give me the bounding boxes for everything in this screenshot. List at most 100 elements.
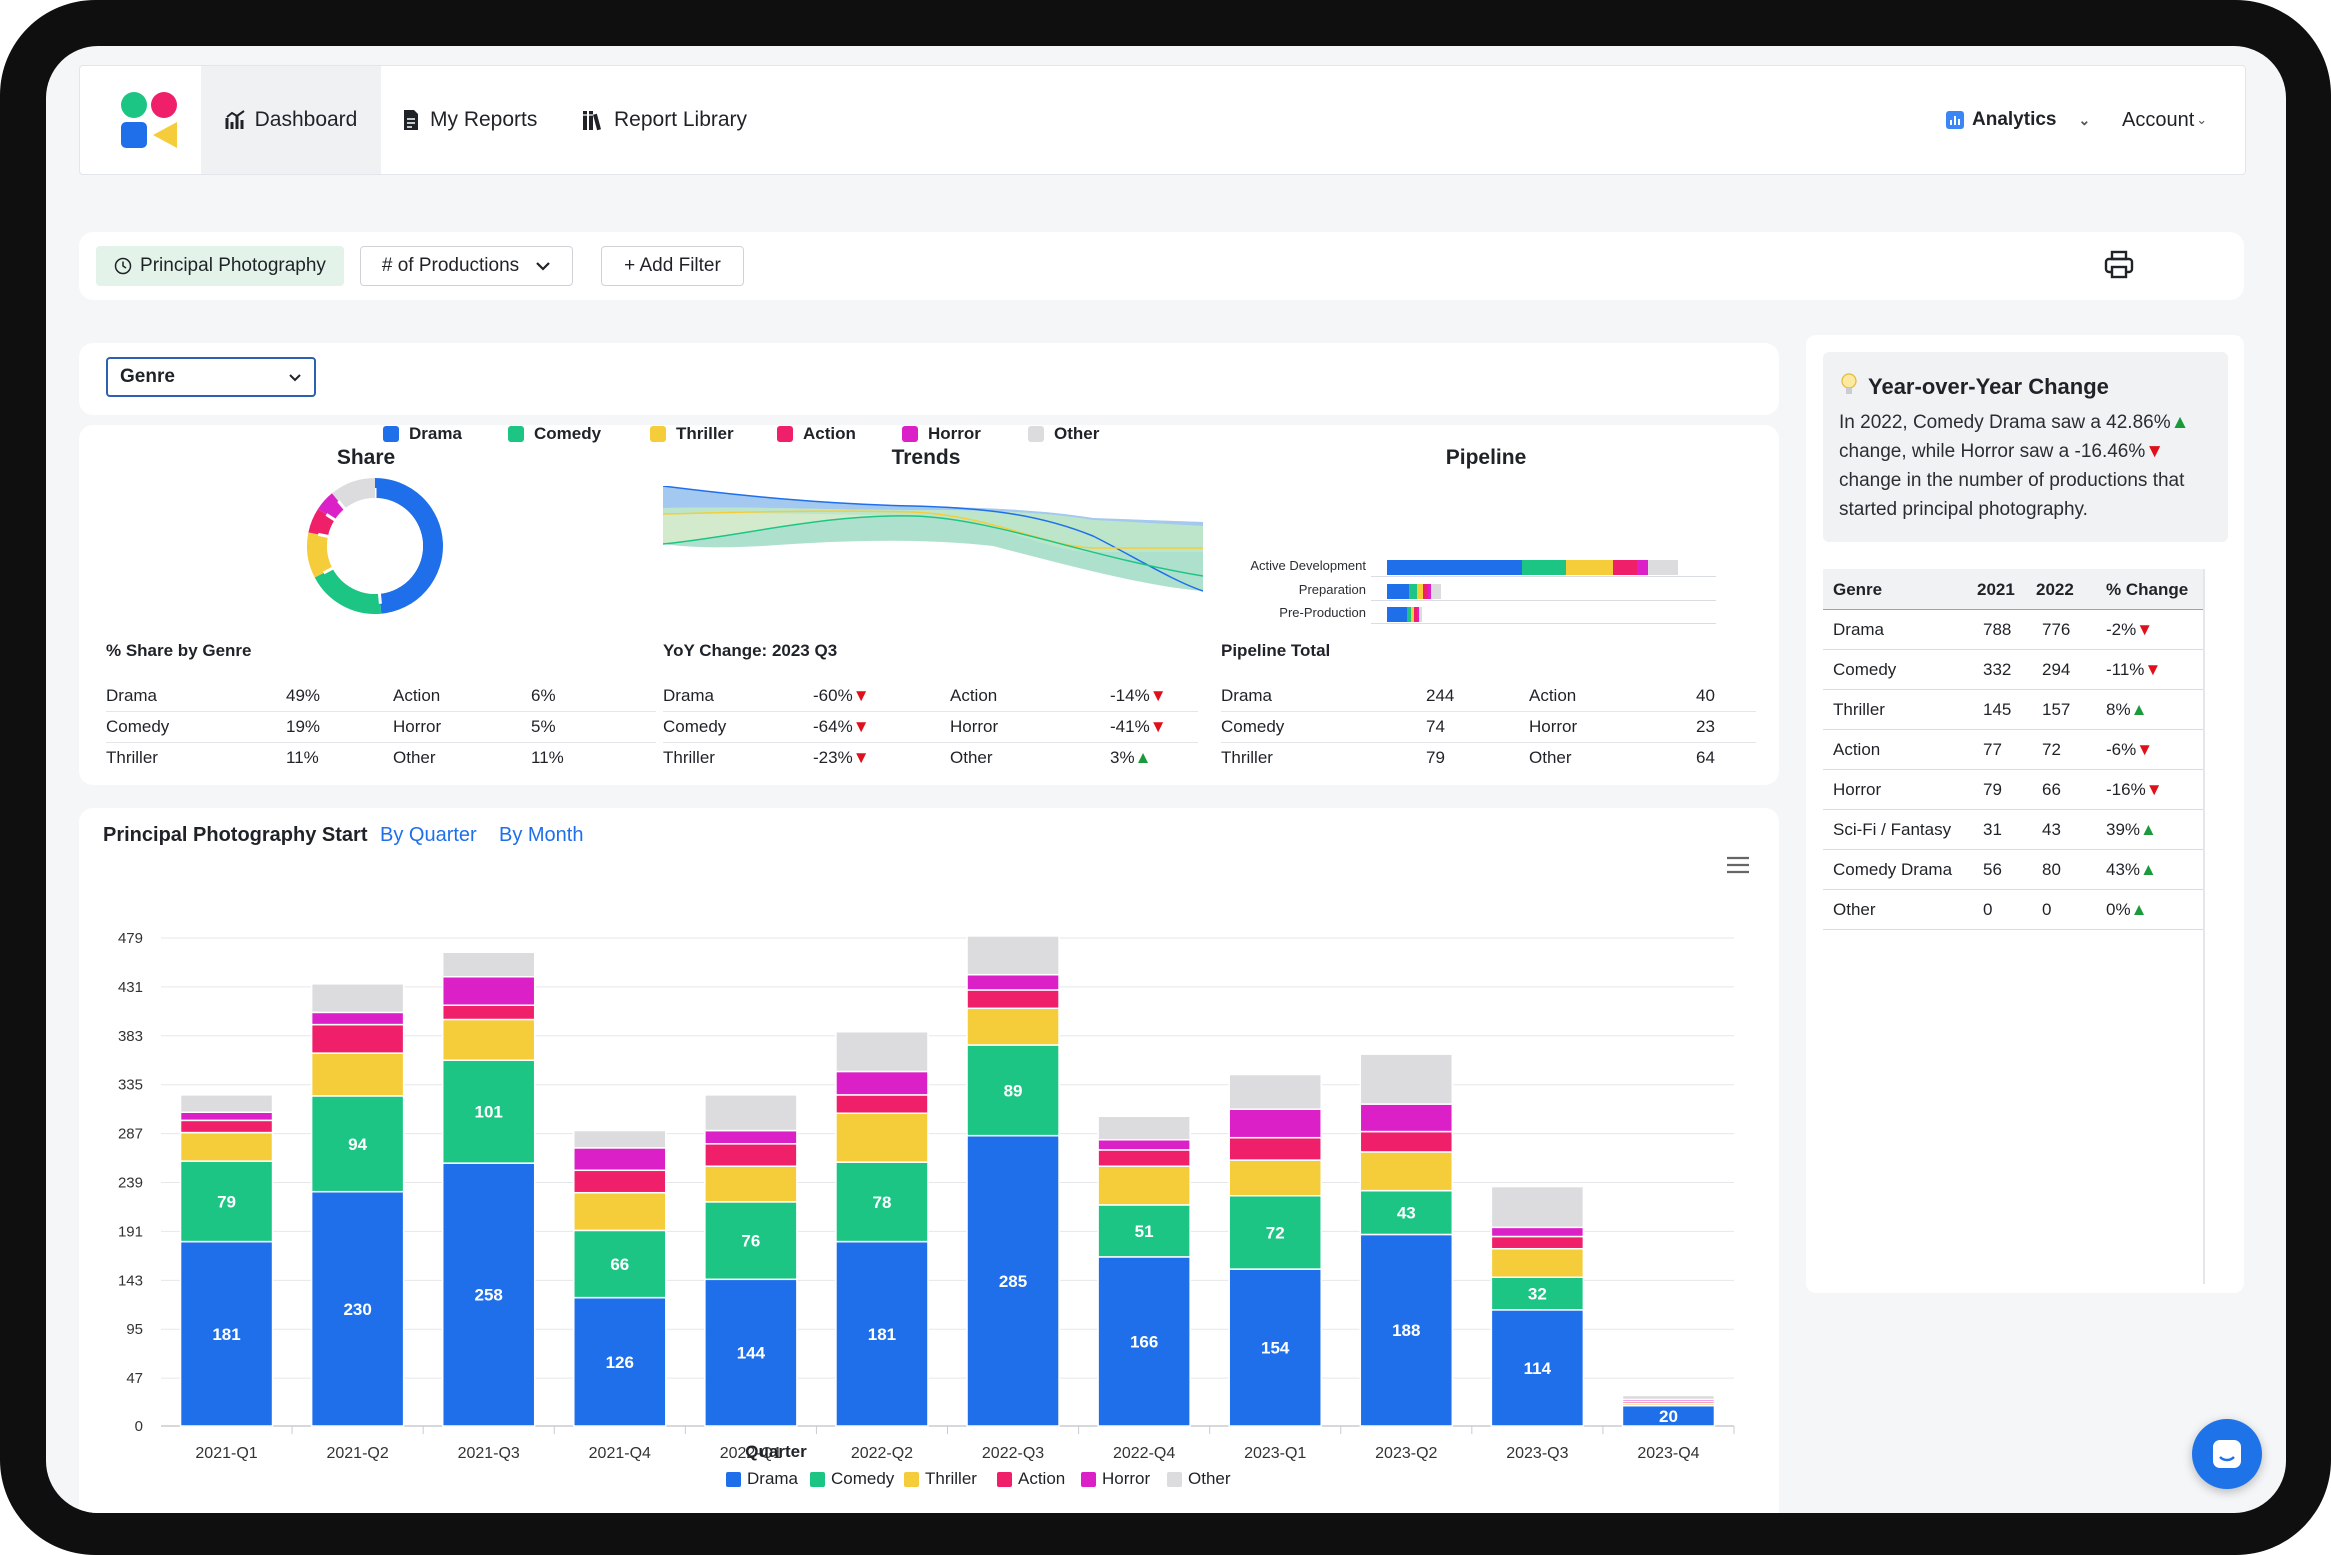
bar-segment-horror[interactable] <box>1359 1103 1454 1133</box>
legend-item-horror[interactable]: Horror <box>902 424 981 444</box>
bar-segment-other[interactable] <box>1621 1394 1716 1401</box>
chart-legend-item-other[interactable]: Other <box>1167 1469 1231 1489</box>
bar-segment-action[interactable] <box>441 1004 536 1021</box>
bar-segment-comedy[interactable] <box>1359 1189 1454 1236</box>
bar-segment-horror[interactable] <box>179 1111 274 1122</box>
bar-segment-other[interactable] <box>310 983 405 1014</box>
bar-segment-horror[interactable] <box>1097 1138 1191 1151</box>
chart-legend-item-thriller[interactable]: Thriller <box>904 1469 977 1489</box>
bar-segment-thriller[interactable] <box>179 1131 274 1162</box>
bar-segment-action[interactable] <box>179 1119 274 1134</box>
legend-item-action[interactable]: Action <box>777 424 856 444</box>
bar-segment-horror[interactable] <box>441 975 536 1006</box>
bar-segment-drama[interactable] <box>441 1162 536 1427</box>
bar-segment-other[interactable] <box>1097 1115 1191 1141</box>
bar-segment-thriller[interactable] <box>835 1112 929 1163</box>
nav-dashboard[interactable]: Dashboard <box>201 66 381 174</box>
table-row[interactable]: Comedy Drama 56 80 43%▲ <box>1823 849 2203 890</box>
chart-legend-item-drama[interactable]: Drama <box>726 1469 798 1489</box>
table-row[interactable]: Comedy 332 294 -11%▼ <box>1823 649 2203 690</box>
chart-legend-item-comedy[interactable]: Comedy <box>810 1469 894 1489</box>
bar-segment-horror[interactable] <box>835 1070 929 1096</box>
bar-segment-thriller[interactable] <box>310 1052 405 1097</box>
bar-segment-action[interactable] <box>966 989 1060 1010</box>
bar-segment-comedy[interactable] <box>966 1044 1060 1137</box>
legend-item-thriller[interactable]: Thriller <box>650 424 734 444</box>
bar-segment-drama[interactable] <box>1359 1233 1454 1427</box>
chart-legend-item-horror[interactable]: Horror <box>1081 1469 1150 1489</box>
account-menu[interactable]: Account ⌄ <box>2122 66 2207 174</box>
bar-segment-horror[interactable] <box>966 973 1060 991</box>
bar-segment-drama[interactable] <box>1490 1309 1585 1427</box>
bar-segment-other[interactable] <box>966 935 1060 976</box>
chart-legend-item-action[interactable]: Action <box>997 1469 1065 1489</box>
bar-segment-horror[interactable] <box>310 1011 405 1026</box>
bar-segment-drama[interactable] <box>966 1134 1060 1427</box>
bar-segment-comedy[interactable] <box>1097 1204 1191 1258</box>
print-icon[interactable] <box>2104 250 2134 280</box>
bar-segment-action[interactable] <box>704 1143 798 1167</box>
bar-segment-other[interactable] <box>573 1129 667 1149</box>
bar-segment-drama[interactable] <box>310 1190 405 1427</box>
table-row[interactable]: Sci-Fi / Fantasy 31 43 39%▲ <box>1823 809 2203 850</box>
bar-segment-drama[interactable] <box>704 1278 798 1427</box>
bar-segment-action[interactable] <box>573 1169 667 1194</box>
bar-segment-thriller[interactable] <box>441 1018 536 1062</box>
chat-launcher-button[interactable] <box>2192 1419 2262 1489</box>
nav-report-library[interactable]: Report Library <box>582 66 747 174</box>
bar-segment-comedy[interactable] <box>835 1161 929 1243</box>
bar-segment-action[interactable] <box>1228 1136 1322 1161</box>
bar-segment-action[interactable] <box>1097 1149 1191 1167</box>
bar-segment-other[interactable] <box>441 951 536 978</box>
bar-segment-thriller[interactable] <box>704 1165 798 1203</box>
add-filter-button[interactable]: + Add Filter <box>601 246 744 286</box>
bar-segment-thriller[interactable] <box>1228 1159 1322 1197</box>
bar-segment-thriller[interactable] <box>1097 1165 1191 1206</box>
analytics-menu[interactable]: Analytics ⌄ <box>1946 66 2090 174</box>
stage-filter-chip[interactable]: Principal Photography <box>96 246 344 286</box>
app-logo[interactable] <box>120 91 178 149</box>
bar-segment-horror[interactable] <box>1490 1226 1585 1238</box>
table-row[interactable]: Horror 79 66 -16%▼ <box>1823 769 2203 810</box>
bar-segment-horror[interactable] <box>1228 1108 1322 1139</box>
legend-item-other[interactable]: Other <box>1028 424 1099 444</box>
bar-segment-drama[interactable] <box>179 1240 274 1427</box>
bar-segment-other[interactable] <box>179 1094 274 1113</box>
table-row[interactable]: Other 0 0 0%▲ <box>1823 889 2203 930</box>
bar-segment-other[interactable] <box>1359 1053 1454 1105</box>
bar-segment-action[interactable] <box>1490 1235 1585 1250</box>
bar-segment-comedy[interactable] <box>179 1160 274 1243</box>
tab-by-quarter[interactable]: By Quarter <box>380 824 477 846</box>
bar-segment-horror[interactable] <box>704 1129 798 1145</box>
table-row[interactable]: Action 77 72 -6%▼ <box>1823 729 2203 770</box>
bar-segment-action[interactable] <box>835 1094 929 1114</box>
bar-segment-other[interactable] <box>1490 1185 1585 1229</box>
legend-item-drama[interactable]: Drama <box>383 424 462 444</box>
table-row[interactable]: Thriller 145 157 8%▲ <box>1823 689 2203 730</box>
nav-my-reports[interactable]: My Reports <box>400 66 537 174</box>
hamburger-menu-icon[interactable] <box>1726 856 1750 874</box>
bar-segment-thriller[interactable] <box>573 1191 667 1232</box>
bar-segment-thriller[interactable] <box>1490 1247 1585 1279</box>
yoy-table-scrollbar[interactable] <box>2203 569 2205 1284</box>
legend-item-comedy[interactable]: Comedy <box>508 424 601 444</box>
bar-segment-thriller[interactable] <box>1359 1151 1454 1192</box>
bar-segment-comedy[interactable] <box>441 1059 536 1164</box>
bar-segment-other[interactable] <box>704 1094 798 1132</box>
bar-segment-action[interactable] <box>1359 1130 1454 1153</box>
bar-segment-thriller[interactable] <box>966 1007 1060 1046</box>
bar-segment-other[interactable] <box>1228 1073 1322 1110</box>
tab-by-month[interactable]: By Month <box>499 824 584 846</box>
table-row[interactable]: Drama 788 776 -2%▼ <box>1823 609 2203 650</box>
bar-segment-drama[interactable] <box>835 1240 929 1427</box>
bar-segment-comedy[interactable] <box>1228 1195 1322 1270</box>
metric-dropdown[interactable]: # of Productions <box>360 246 573 286</box>
bar-segment-drama[interactable] <box>1228 1268 1322 1427</box>
bar-segment-horror[interactable] <box>573 1147 667 1172</box>
bar-segment-other[interactable] <box>835 1030 929 1073</box>
group-by-select[interactable]: Genre <box>106 357 316 397</box>
bar-value-label: 79 <box>217 1192 236 1211</box>
bar-segment-drama[interactable] <box>1097 1256 1191 1427</box>
bar-segment-drama[interactable] <box>573 1296 667 1427</box>
bar-segment-action[interactable] <box>310 1023 405 1054</box>
